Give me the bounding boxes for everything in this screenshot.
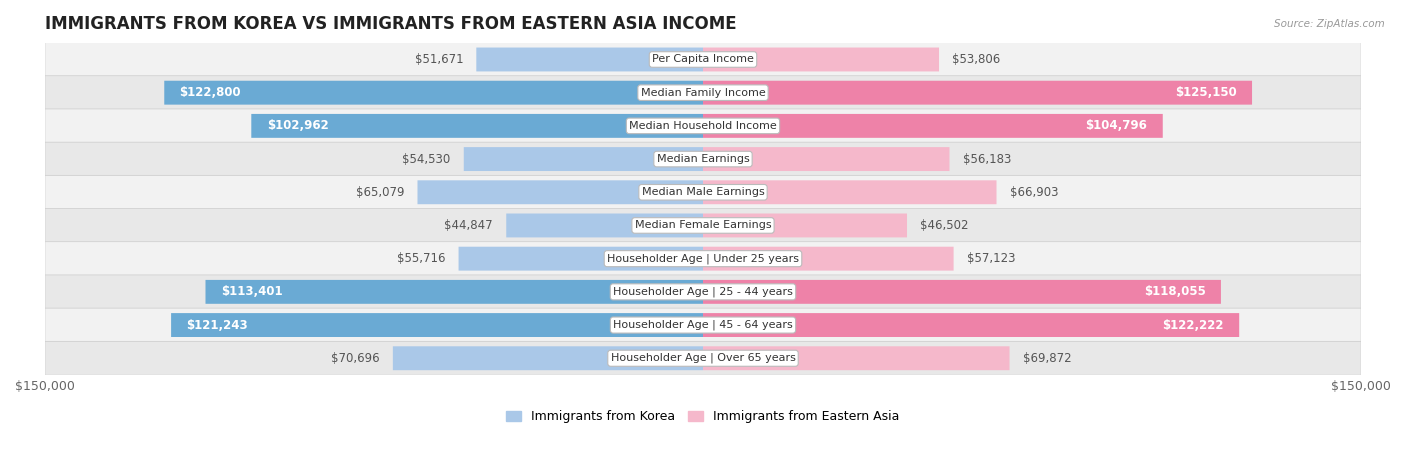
Text: $122,800: $122,800	[180, 86, 242, 99]
FancyBboxPatch shape	[45, 76, 1361, 110]
Text: $56,183: $56,183	[963, 153, 1011, 166]
Text: Median Household Income: Median Household Income	[628, 121, 778, 131]
FancyBboxPatch shape	[45, 42, 1361, 77]
FancyBboxPatch shape	[172, 313, 703, 337]
FancyBboxPatch shape	[703, 280, 1220, 304]
FancyBboxPatch shape	[205, 280, 703, 304]
FancyBboxPatch shape	[477, 48, 703, 71]
Text: $113,401: $113,401	[221, 285, 283, 298]
FancyBboxPatch shape	[45, 242, 1361, 276]
FancyBboxPatch shape	[45, 109, 1361, 143]
Text: $44,847: $44,847	[444, 219, 494, 232]
Text: $66,903: $66,903	[1010, 186, 1059, 199]
FancyBboxPatch shape	[418, 180, 703, 204]
Text: Householder Age | 45 - 64 years: Householder Age | 45 - 64 years	[613, 320, 793, 330]
FancyBboxPatch shape	[45, 142, 1361, 176]
FancyBboxPatch shape	[703, 81, 1253, 105]
Text: Householder Age | Over 65 years: Householder Age | Over 65 years	[610, 353, 796, 363]
FancyBboxPatch shape	[45, 275, 1361, 309]
FancyBboxPatch shape	[703, 213, 907, 237]
Text: Median Male Earnings: Median Male Earnings	[641, 187, 765, 197]
Text: Median Family Income: Median Family Income	[641, 88, 765, 98]
Text: Median Female Earnings: Median Female Earnings	[634, 220, 772, 230]
Text: $51,671: $51,671	[415, 53, 463, 66]
FancyBboxPatch shape	[458, 247, 703, 270]
Text: Householder Age | 25 - 44 years: Householder Age | 25 - 44 years	[613, 287, 793, 297]
Text: $57,123: $57,123	[967, 252, 1015, 265]
FancyBboxPatch shape	[703, 247, 953, 270]
FancyBboxPatch shape	[45, 175, 1361, 209]
FancyBboxPatch shape	[45, 308, 1361, 342]
Text: Source: ZipAtlas.com: Source: ZipAtlas.com	[1274, 19, 1385, 28]
FancyBboxPatch shape	[392, 347, 703, 370]
Text: $104,796: $104,796	[1085, 120, 1147, 132]
FancyBboxPatch shape	[165, 81, 703, 105]
Text: $102,962: $102,962	[267, 120, 329, 132]
FancyBboxPatch shape	[464, 147, 703, 171]
Text: $118,055: $118,055	[1143, 285, 1205, 298]
Text: $46,502: $46,502	[920, 219, 969, 232]
Text: $65,079: $65,079	[356, 186, 405, 199]
FancyBboxPatch shape	[45, 341, 1361, 375]
Text: $54,530: $54,530	[402, 153, 450, 166]
FancyBboxPatch shape	[45, 209, 1361, 242]
FancyBboxPatch shape	[703, 347, 1010, 370]
FancyBboxPatch shape	[703, 313, 1239, 337]
Text: Householder Age | Under 25 years: Householder Age | Under 25 years	[607, 254, 799, 264]
Text: $69,872: $69,872	[1022, 352, 1071, 365]
FancyBboxPatch shape	[703, 180, 997, 204]
Text: $53,806: $53,806	[952, 53, 1001, 66]
FancyBboxPatch shape	[703, 114, 1163, 138]
FancyBboxPatch shape	[703, 48, 939, 71]
FancyBboxPatch shape	[506, 213, 703, 237]
Text: $70,696: $70,696	[330, 352, 380, 365]
Text: Median Earnings: Median Earnings	[657, 154, 749, 164]
FancyBboxPatch shape	[703, 147, 949, 171]
Text: $121,243: $121,243	[187, 318, 247, 332]
Legend: Immigrants from Korea, Immigrants from Eastern Asia: Immigrants from Korea, Immigrants from E…	[502, 405, 904, 428]
Text: $55,716: $55,716	[396, 252, 446, 265]
Text: $125,150: $125,150	[1175, 86, 1237, 99]
Text: $122,222: $122,222	[1163, 318, 1223, 332]
Text: IMMIGRANTS FROM KOREA VS IMMIGRANTS FROM EASTERN ASIA INCOME: IMMIGRANTS FROM KOREA VS IMMIGRANTS FROM…	[45, 15, 737, 33]
FancyBboxPatch shape	[252, 114, 703, 138]
Text: Per Capita Income: Per Capita Income	[652, 55, 754, 64]
